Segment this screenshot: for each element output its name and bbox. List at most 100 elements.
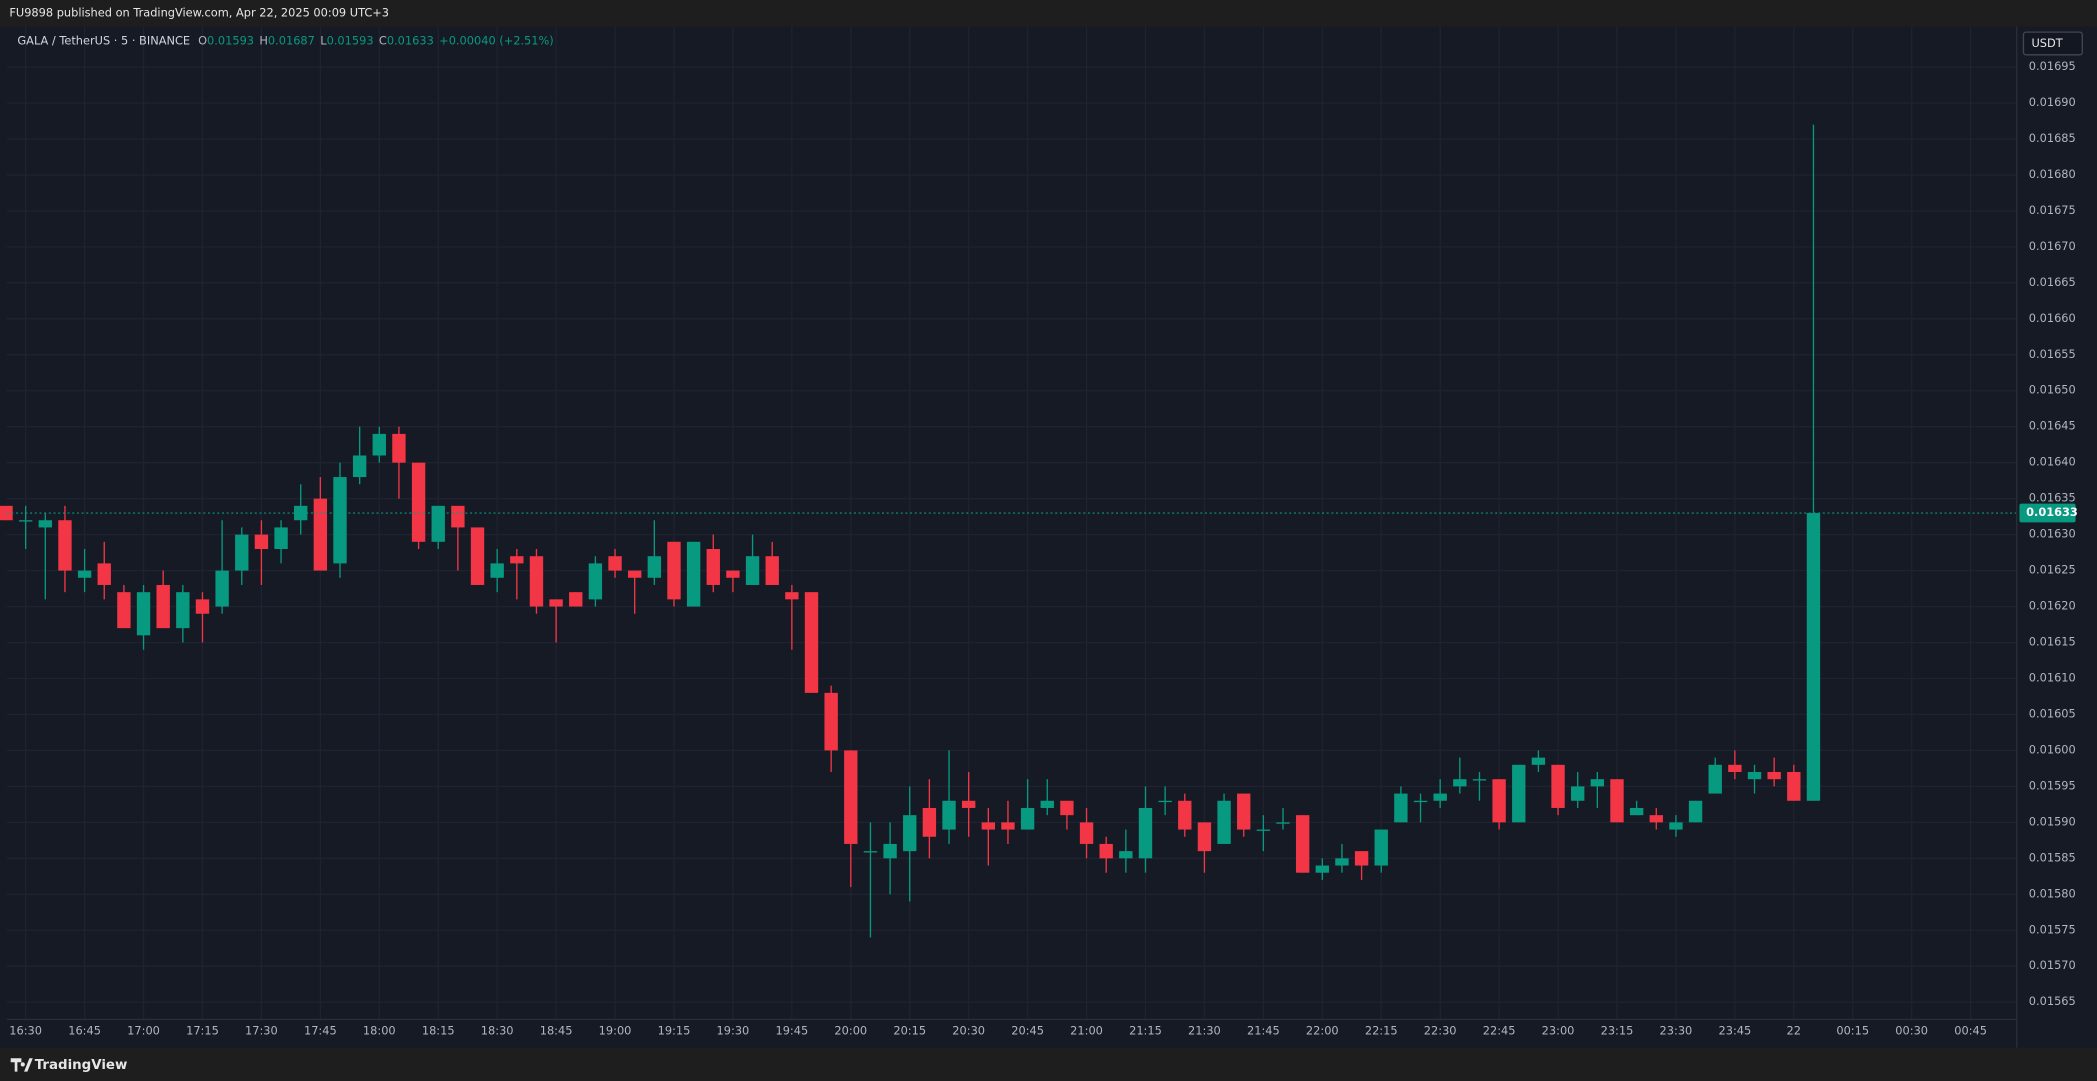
x-tick-label: 20:45 [1011, 1023, 1044, 1037]
x-tick-label: 18:15 [422, 1023, 455, 1037]
candle-body [588, 563, 603, 600]
x-tick-label: 17:15 [186, 1023, 219, 1037]
candle-body [1119, 851, 1133, 859]
candle-body [824, 692, 838, 751]
candle-body [510, 556, 524, 564]
candle-body [1079, 822, 1094, 844]
y-tick-label: 0.01670 [2029, 239, 2076, 253]
x-tick-label: 21:30 [1188, 1023, 1221, 1037]
x-tick-label: 23:15 [1601, 1023, 1634, 1037]
x-tick-label: 17:45 [304, 1023, 337, 1037]
candle-body [1531, 757, 1546, 765]
ohlc-label: O [198, 33, 207, 47]
candle-body [1217, 800, 1231, 844]
x-tick-label: 23:30 [1660, 1023, 1693, 1037]
candle-body [1649, 815, 1663, 823]
candle-body [1335, 858, 1349, 866]
candle-body [745, 556, 760, 585]
candle-body [215, 570, 229, 607]
candle-body [1453, 779, 1467, 787]
candle-body [58, 520, 72, 571]
x-tick-label: 22:15 [1365, 1023, 1398, 1037]
candle-body [785, 592, 799, 600]
legend: GALA / TetherUS · 5 · BINANCE O0.01593 H0.… [17, 33, 553, 47]
close-value: 0.01633 [387, 33, 434, 47]
y-tick-label: 0.01625 [2029, 563, 2076, 577]
candle-body [1060, 800, 1074, 816]
open-value: 0.01593 [207, 33, 254, 47]
last-price-box [2019, 503, 2076, 523]
x-tick-label: 20:15 [893, 1023, 926, 1037]
candle-body [1374, 829, 1388, 866]
candle-body [1040, 800, 1054, 808]
candle-body [274, 527, 288, 550]
candle-body [431, 505, 445, 542]
candle-body [804, 592, 819, 693]
candle-body [883, 843, 897, 859]
y-tick-label: 0.01645 [2029, 419, 2076, 433]
x-tick-label: 21:00 [1070, 1023, 1103, 1037]
candle-body [372, 433, 386, 456]
y-tick-label: 0.01655 [2029, 347, 2076, 361]
y-tick-label: 0.01570 [2029, 958, 2076, 972]
candle-body [942, 800, 956, 830]
brand: TradingView [35, 1058, 128, 1073]
x-tick-label: 00:15 [1836, 1023, 1869, 1037]
candle-body [569, 592, 583, 607]
candle-body [254, 534, 269, 550]
y-tick-label: 0.01595 [2029, 778, 2076, 792]
symbol: GALA / TetherUS · 5 · BINANCE [17, 33, 190, 47]
candle-body [549, 599, 563, 607]
y-tick-label: 0.01590 [2029, 814, 2076, 828]
currency-button[interactable] [2022, 31, 2083, 56]
candle-body [1472, 779, 1487, 781]
candle-body [1295, 815, 1310, 873]
y-tick-label: 0.01675 [2029, 203, 2076, 217]
x-tick-label: 18:45 [540, 1023, 573, 1037]
x-tick-label: 18:30 [481, 1023, 514, 1037]
candle-body [1669, 822, 1683, 830]
y-tick-label: 0.01620 [2029, 599, 2076, 613]
candle-body [903, 815, 917, 852]
candle-body [706, 549, 720, 585]
candle-body [1020, 807, 1035, 830]
candle-body [38, 520, 52, 528]
candle-body [333, 477, 347, 564]
x-tick-label: 16:45 [68, 1023, 101, 1037]
candle-body [352, 455, 367, 478]
y-tick-label: 0.01575 [2029, 922, 2076, 936]
y-tick-label: 0.01630 [2029, 527, 2076, 541]
candle-body [1413, 800, 1428, 803]
candle-body [1629, 807, 1644, 816]
candle-body [117, 592, 131, 629]
y-tick-label: 0.01665 [2029, 275, 2076, 289]
candle-body [97, 563, 111, 585]
candle-body [235, 534, 249, 571]
candle-body [1433, 793, 1447, 801]
candle-body [1610, 779, 1624, 823]
low-value: 0.01593 [327, 33, 374, 47]
x-tick-label: 20:30 [952, 1023, 985, 1037]
candle-body [470, 527, 485, 585]
ohlc-label: C [379, 33, 387, 47]
x-tick-label: 18:00 [363, 1023, 396, 1037]
y-tick-label: 0.01565 [2029, 994, 2076, 1008]
candle-body [1708, 764, 1722, 794]
candle-body [1551, 764, 1565, 808]
y-tick-label: 0.01580 [2029, 886, 2076, 900]
y-tick-label: 0.01605 [2029, 706, 2076, 720]
candle-body [667, 541, 681, 600]
candle-body [1590, 779, 1605, 787]
candle-body [608, 556, 622, 571]
candle-body [490, 563, 504, 578]
candle-body [1571, 786, 1585, 801]
candle-body [1158, 800, 1172, 803]
candle-body [981, 822, 996, 830]
ohlc-label: H [259, 33, 268, 47]
x-tick-label: 21:15 [1129, 1023, 1162, 1037]
ohlc-label: L [320, 33, 327, 47]
candle-body [1354, 851, 1369, 866]
candle-body [961, 800, 976, 808]
